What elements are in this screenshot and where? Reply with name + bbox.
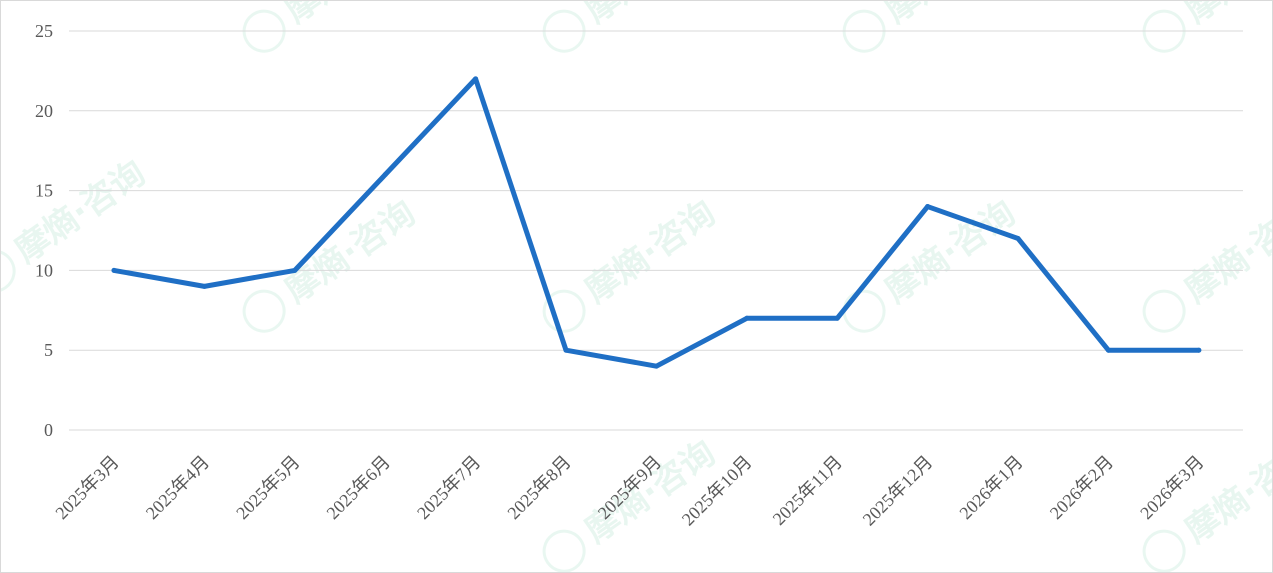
data-point (834, 315, 840, 321)
y-tick-label: 0 (44, 420, 53, 440)
watermark-text: 摩熵·咨询 (8, 153, 153, 271)
watermark-logo-icon (842, 9, 886, 53)
data-point (925, 204, 931, 210)
watermark-text: 摩熵·咨询 (278, 1, 423, 31)
watermark-logo-icon (242, 9, 286, 53)
data-point (292, 267, 298, 273)
x-tick-label: 2025年6月 (323, 452, 394, 523)
series-layer (111, 76, 1202, 369)
watermark-mark: 摩熵·咨询 (1, 153, 153, 293)
data-point (382, 172, 388, 178)
watermark-text: 摩熵·咨询 (878, 1, 1023, 31)
y-tick-label: 5 (44, 340, 53, 360)
watermark-mark: 摩熵·咨询 (242, 1, 423, 53)
x-tick-label: 2025年11月 (769, 452, 846, 529)
y-tick-label: 15 (35, 181, 53, 201)
data-point (1015, 235, 1021, 241)
watermark-logo-icon (1142, 9, 1186, 53)
watermark-logo-icon (1142, 529, 1186, 572)
data-point (744, 315, 750, 321)
grid-layer (69, 30, 1243, 431)
x-tick-label: 2025年12月 (859, 452, 937, 530)
y-axis-ticks: 0 5 10 15 20 25 (35, 21, 53, 440)
y-tick-label: 20 (35, 101, 53, 121)
watermark-mark: 摩熵·咨询 (542, 193, 723, 333)
watermark-mark: 摩熵·咨询 (242, 193, 423, 333)
watermark-mark: 摩熵·咨询 (1142, 1, 1272, 53)
y-tick-label: 10 (35, 260, 53, 280)
data-point (473, 76, 479, 82)
watermark-logo-icon (542, 529, 586, 572)
watermark-logo-icon (542, 289, 586, 333)
x-tick-label: 2025年3月 (51, 452, 122, 523)
watermark-mark: 摩熵·咨询 (1142, 193, 1272, 333)
watermark-text: 摩熵·咨询 (578, 193, 723, 311)
data-point (1196, 347, 1202, 353)
watermark-logo-icon (1, 249, 16, 293)
data-point (111, 267, 117, 273)
watermark-text: 摩熵·咨询 (578, 1, 723, 31)
data-point (201, 283, 207, 289)
watermark-text: 摩熵·咨询 (1178, 1, 1272, 31)
x-tick-label: 2025年5月 (232, 452, 303, 523)
x-tick-label: 2025年8月 (503, 452, 574, 523)
x-tick-label: 2025年4月 (142, 452, 213, 523)
x-tick-label: 2026年1月 (955, 452, 1026, 523)
watermark-mark: 摩熵·咨询 (542, 1, 723, 53)
watermark-text: 摩熵·咨询 (878, 193, 1023, 311)
x-tick-label: 2025年7月 (413, 452, 484, 523)
x-tick-label: 2026年2月 (1046, 452, 1117, 523)
watermark-logo-icon (542, 9, 586, 53)
watermark-text: 摩熵·咨询 (1178, 433, 1272, 551)
watermark-logo-icon (1142, 289, 1186, 333)
data-point (563, 347, 569, 353)
watermark-logo-icon (242, 289, 286, 333)
y-tick-label: 25 (35, 21, 53, 41)
watermark-mark: 摩熵·咨询 (842, 193, 1023, 333)
data-point (1105, 347, 1111, 353)
data-point (653, 363, 659, 369)
watermark-mark: 摩熵·咨询 (842, 1, 1023, 53)
watermark-logo-icon (842, 289, 886, 333)
watermark-text: 摩熵·咨询 (1178, 193, 1272, 311)
